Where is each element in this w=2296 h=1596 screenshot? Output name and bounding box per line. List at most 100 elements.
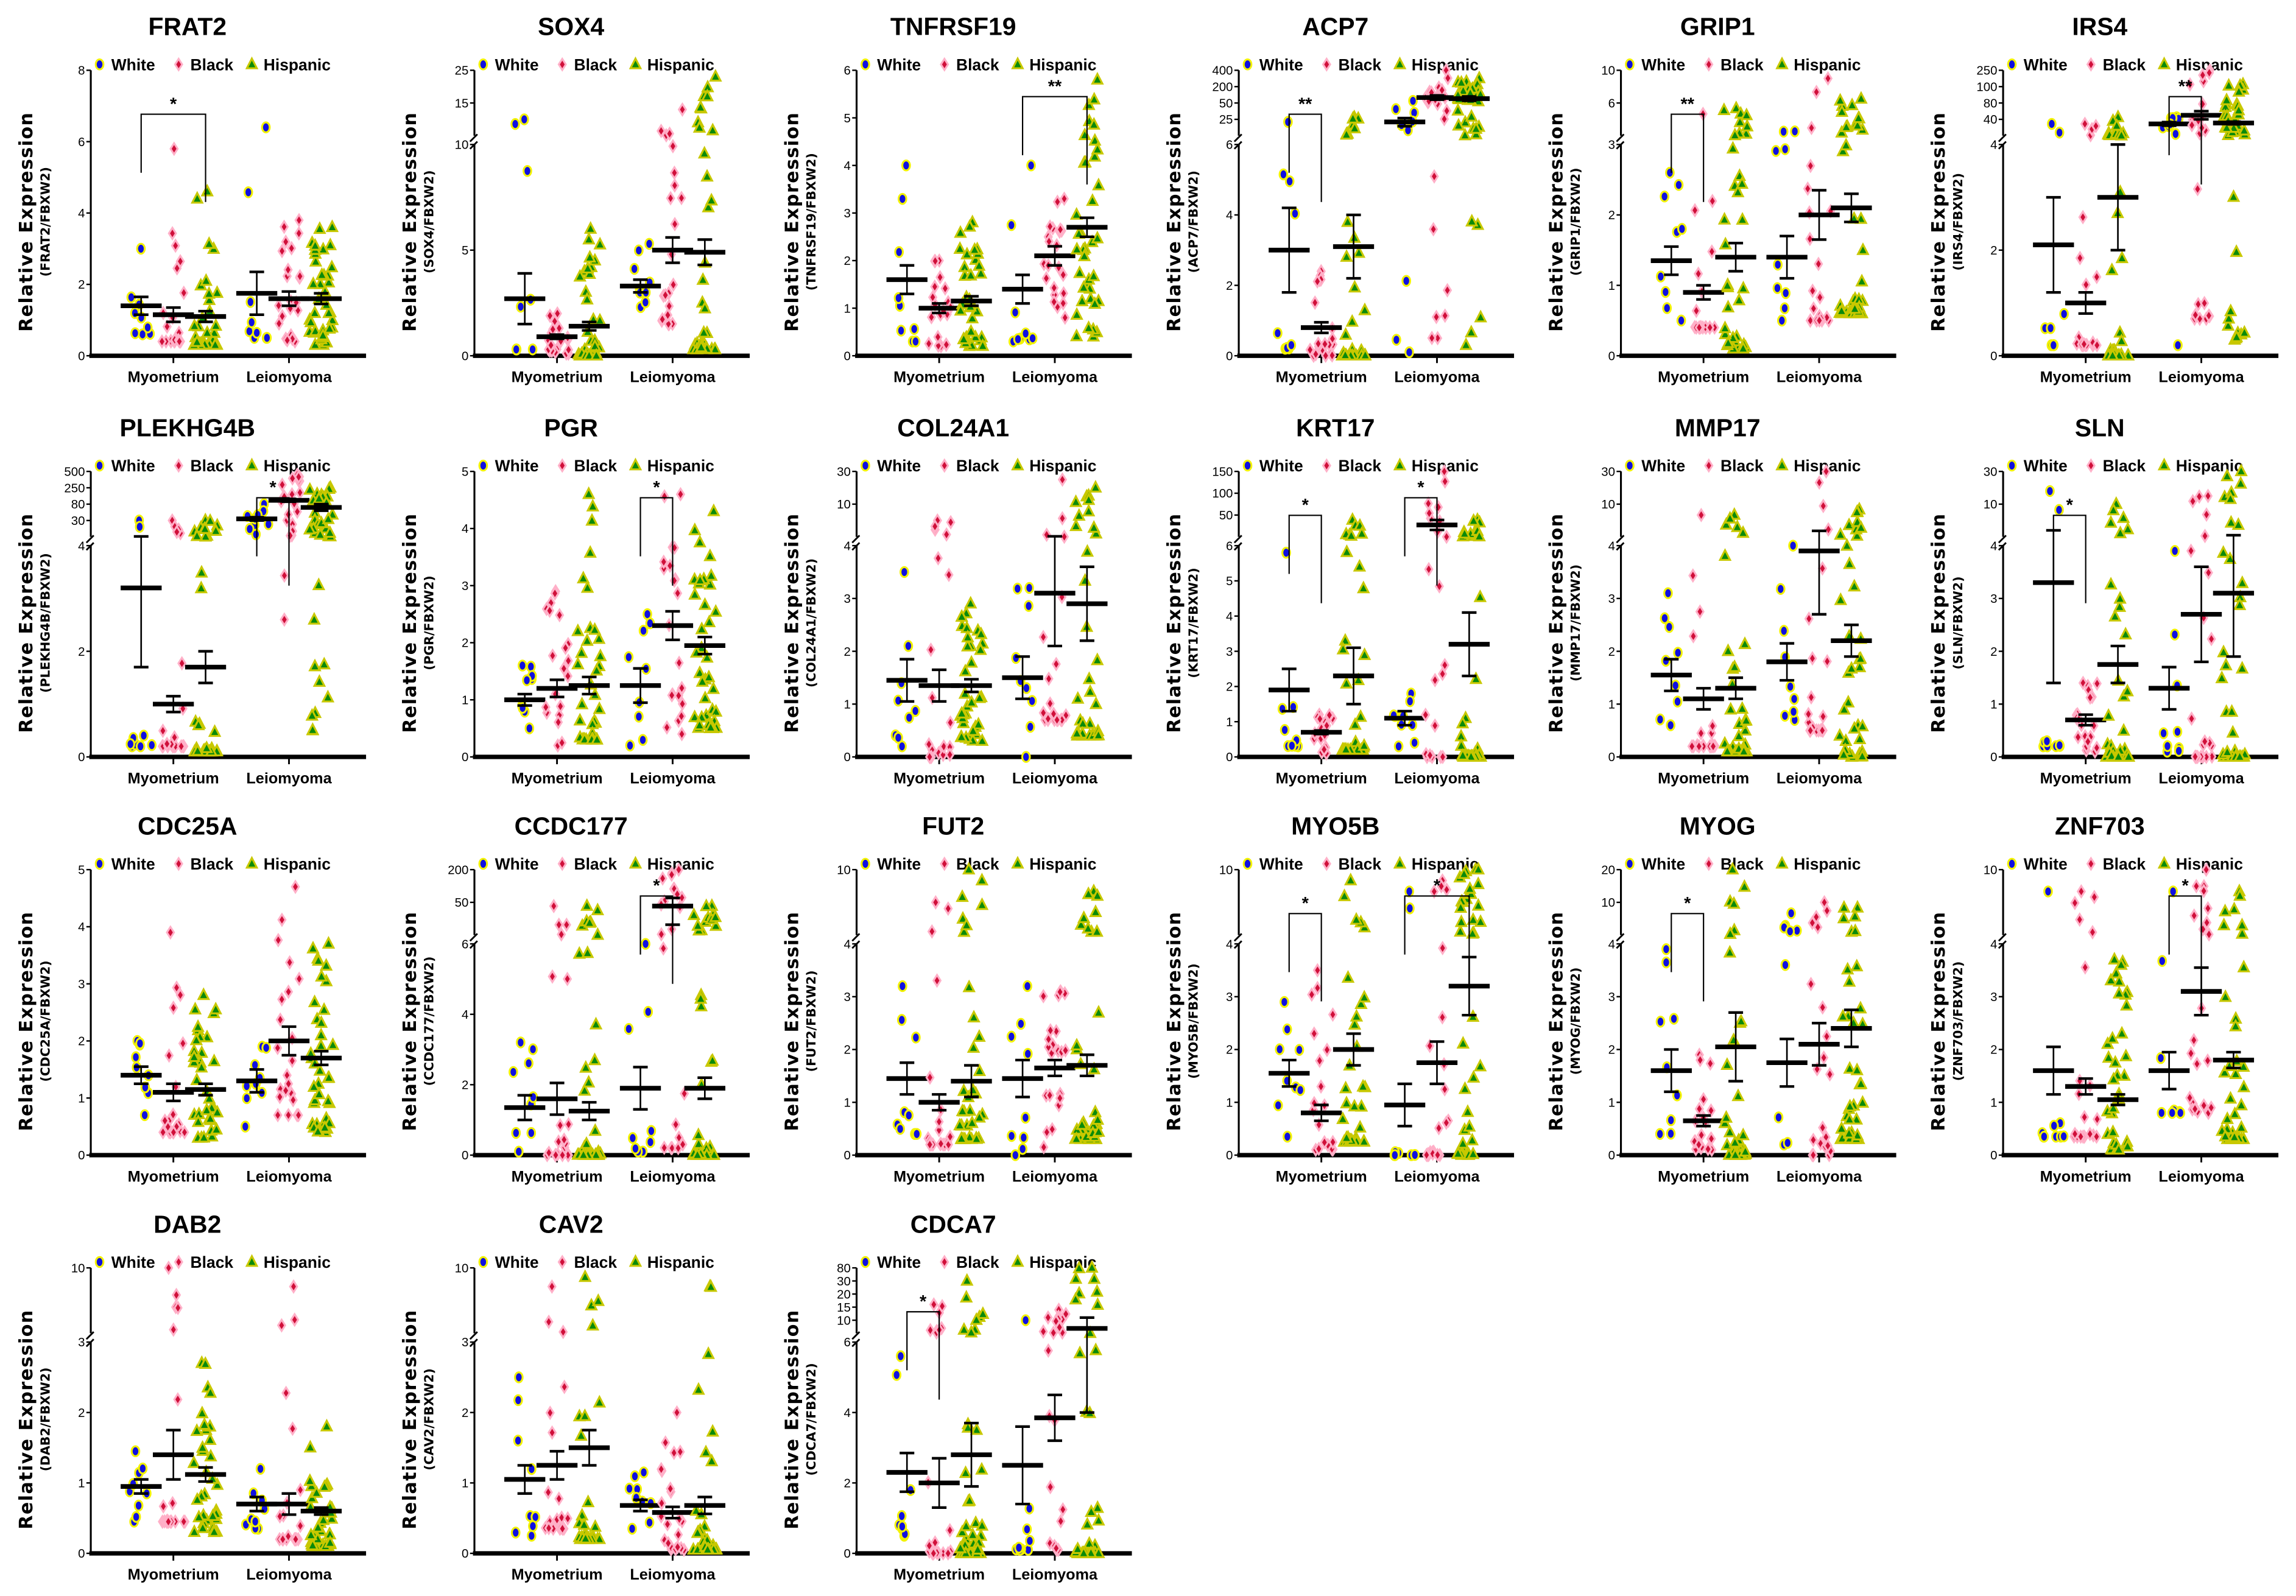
hispanic-point bbox=[322, 1093, 335, 1106]
hispanic-point bbox=[1348, 1017, 1362, 1030]
x-tick-label: Leiomyoma bbox=[1394, 1168, 1480, 1185]
y-tick-label: 4 bbox=[462, 522, 468, 536]
black-point bbox=[2200, 529, 2210, 544]
legend-label-black: Black bbox=[191, 457, 234, 475]
hispanic-point bbox=[2227, 189, 2241, 202]
white-point bbox=[528, 1091, 538, 1103]
white-point bbox=[261, 1041, 271, 1054]
hispanic-point bbox=[571, 623, 585, 636]
white-point bbox=[2171, 128, 2181, 140]
white-point bbox=[629, 262, 639, 275]
hispanic-point bbox=[580, 898, 594, 911]
black-point bbox=[292, 504, 302, 519]
black-point bbox=[2204, 927, 2214, 942]
hispanic-point bbox=[1393, 56, 1407, 69]
hispanic-point bbox=[1727, 1032, 1741, 1046]
hispanic-point bbox=[1728, 1134, 1742, 1148]
white-point bbox=[1785, 925, 1795, 938]
y-tick-label: 50 bbox=[455, 896, 469, 910]
white-point bbox=[2054, 126, 2065, 139]
white-point bbox=[1007, 1130, 1016, 1142]
y-axis-sublabel: (GRIP1/FBXW2) bbox=[1568, 168, 1583, 276]
white-point bbox=[1661, 943, 1671, 955]
hispanic-point bbox=[203, 1111, 217, 1124]
y-axis-sublabel: (COL24A1/FBXW2) bbox=[804, 558, 819, 687]
y-tick-label: 0 bbox=[844, 751, 851, 764]
y-tick-label: 5 bbox=[462, 465, 468, 479]
black-point bbox=[1691, 303, 1701, 318]
hispanic-point bbox=[2157, 56, 2171, 69]
hispanic-point bbox=[2219, 657, 2233, 670]
black-point bbox=[2192, 1056, 2202, 1072]
hispanic-point bbox=[1087, 116, 1100, 130]
hispanic-point bbox=[1344, 873, 1358, 885]
y-axis-sublabel: (FRAT2/FBXW2) bbox=[38, 167, 53, 276]
white-point bbox=[1625, 459, 1635, 472]
black-point bbox=[1815, 290, 1825, 305]
black-point bbox=[277, 992, 287, 1007]
black-point bbox=[663, 316, 674, 332]
y-tick-label: 4 bbox=[1608, 540, 1615, 553]
black-point bbox=[1057, 472, 1068, 487]
y-axis-label: Relative Expression bbox=[781, 1309, 803, 1529]
black-point bbox=[1814, 475, 1824, 490]
black-point bbox=[2070, 895, 2080, 910]
hispanic-point bbox=[1069, 518, 1083, 532]
hispanic-point bbox=[1348, 230, 1361, 243]
black-point bbox=[658, 871, 667, 886]
hispanic-point bbox=[2220, 744, 2234, 758]
y-axis-sublabel: (PGR/FBXW2) bbox=[422, 575, 437, 670]
black-point bbox=[1312, 274, 1322, 289]
y-tick-label: 200 bbox=[448, 863, 468, 877]
black-point bbox=[1051, 656, 1061, 672]
hispanic-point bbox=[317, 656, 331, 670]
hispanic-point bbox=[1090, 924, 1104, 937]
hispanic-point bbox=[1348, 1099, 1361, 1112]
black-point bbox=[176, 739, 186, 754]
hispanic-point bbox=[1848, 923, 1862, 937]
hispanic-point bbox=[582, 1075, 596, 1088]
white-point bbox=[1666, 1114, 1676, 1127]
black-point bbox=[548, 648, 557, 663]
white-point bbox=[1013, 333, 1023, 345]
black-point bbox=[660, 1140, 669, 1156]
legend-label-black: Black bbox=[574, 1253, 617, 1271]
significance-label: * bbox=[2066, 496, 2074, 515]
hispanic-point bbox=[1469, 671, 1483, 684]
hispanic-point bbox=[1340, 1130, 1353, 1143]
black-point bbox=[1803, 706, 1814, 722]
black-point bbox=[670, 178, 680, 193]
hispanic-point bbox=[206, 1508, 220, 1521]
legend-label-hispanic: Hispanic bbox=[1794, 55, 1861, 74]
white-point bbox=[906, 1484, 915, 1496]
hispanic-point bbox=[317, 1512, 330, 1525]
hispanic-point bbox=[197, 1417, 211, 1430]
y-tick-label: 2 bbox=[1226, 279, 1233, 293]
black-point bbox=[544, 1314, 554, 1329]
hispanic-point bbox=[2115, 127, 2129, 141]
black-point bbox=[1305, 342, 1315, 357]
white-point bbox=[147, 739, 157, 751]
hispanic-point bbox=[1454, 900, 1468, 913]
hispanic-point bbox=[307, 1079, 321, 1092]
hispanic-point bbox=[203, 1385, 217, 1398]
white-point bbox=[139, 1109, 150, 1122]
y-tick-label: 3 bbox=[78, 978, 85, 991]
black-point bbox=[1808, 1147, 1818, 1163]
hispanic-point bbox=[1339, 741, 1353, 754]
white-point bbox=[896, 1014, 907, 1026]
hispanic-point bbox=[965, 1115, 979, 1128]
hispanic-point bbox=[1738, 879, 1752, 892]
hispanic-point bbox=[1358, 347, 1372, 360]
black-point bbox=[1059, 191, 1069, 206]
black-point bbox=[1322, 1042, 1332, 1058]
significance-bracket bbox=[1671, 113, 1705, 202]
chart-title: KRT17 bbox=[1296, 413, 1375, 441]
hispanic-point bbox=[1088, 133, 1102, 146]
hispanic-point bbox=[1733, 114, 1747, 127]
black-point bbox=[163, 1514, 174, 1529]
black-point bbox=[1046, 1480, 1055, 1495]
hispanic-point bbox=[579, 1530, 593, 1544]
